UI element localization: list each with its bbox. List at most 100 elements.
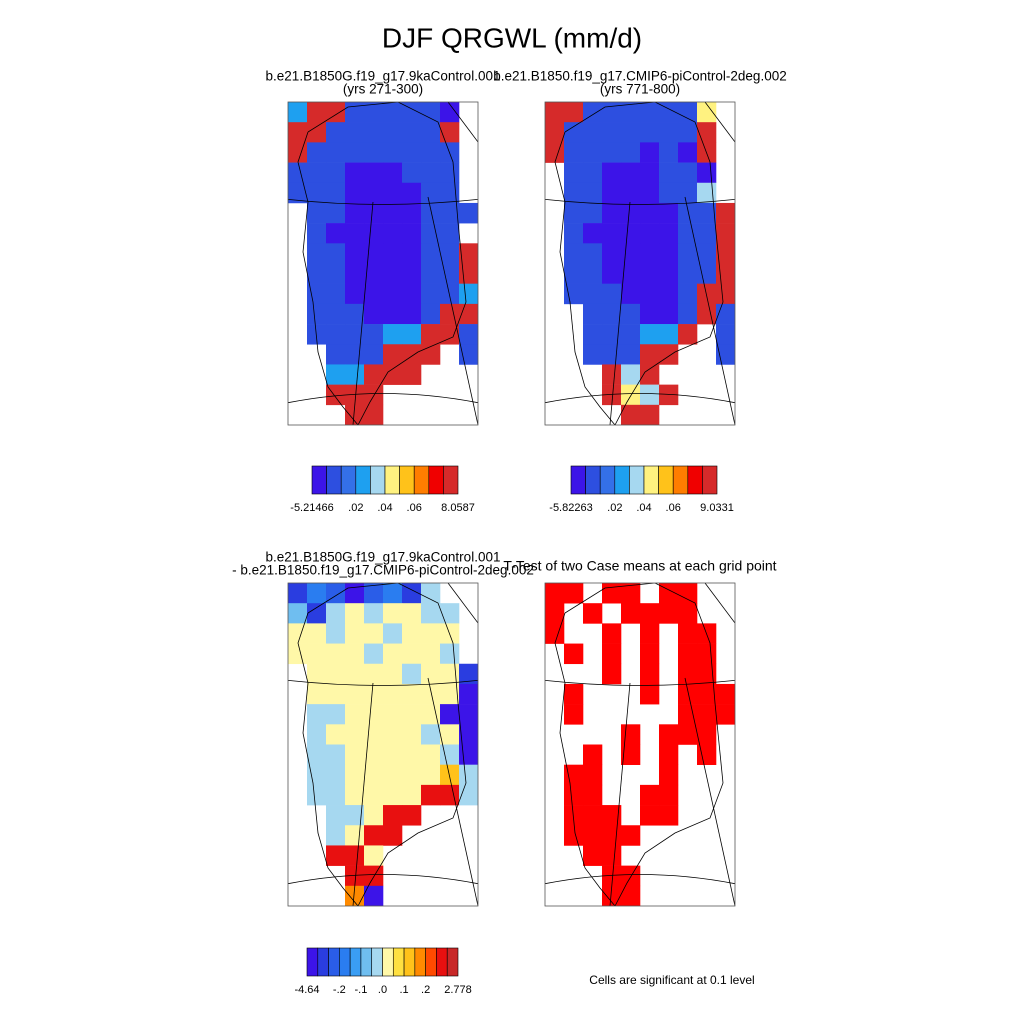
grid-cell <box>621 885 641 906</box>
colorbar-box <box>371 947 383 977</box>
grid-cell <box>364 162 384 184</box>
grid-cell <box>640 162 660 184</box>
map-panel <box>288 102 478 425</box>
grid-cell <box>326 825 346 846</box>
grid-cell <box>326 724 346 745</box>
grid-cell <box>440 122 460 143</box>
grid-cell <box>697 182 717 204</box>
grid-cell <box>583 263 603 284</box>
grid-cell <box>326 764 346 786</box>
colorbar-box <box>355 465 371 495</box>
coastline <box>554 583 724 906</box>
colorbar-box <box>317 947 329 977</box>
colorbar-box <box>702 465 718 495</box>
grid-cell <box>697 223 717 244</box>
grid-cell <box>383 663 403 685</box>
grid-cell <box>383 744 403 765</box>
grid-cell <box>307 643 327 665</box>
grid-cell <box>564 683 584 705</box>
grid-cell <box>326 223 346 244</box>
colorbar-label: -.2 <box>333 984 346 996</box>
grid-cell <box>345 142 365 163</box>
grid-cell <box>383 102 403 123</box>
grid-cell <box>402 364 422 385</box>
grid-cell <box>621 603 641 624</box>
grid-cell <box>421 303 441 325</box>
grid-cell <box>564 764 584 786</box>
grid-cell <box>364 384 384 406</box>
colorbar-box <box>414 947 426 977</box>
grid-cell <box>602 162 622 184</box>
grid-cell <box>564 122 584 143</box>
grid-cell <box>583 764 603 786</box>
grid-cell <box>421 623 441 644</box>
colorbar-label: .02 <box>607 502 622 514</box>
grid-cell <box>364 243 384 264</box>
grid-cell <box>326 784 346 806</box>
meridian <box>704 583 735 624</box>
grid-cell <box>459 202 478 224</box>
grid-cell <box>421 583 441 604</box>
grid-cell <box>602 283 622 305</box>
grid-cell <box>364 344 384 365</box>
grid-cell <box>440 663 460 685</box>
grid-cell <box>678 182 698 204</box>
grid-cell <box>421 202 441 224</box>
grid-cell <box>402 344 422 365</box>
grid-cell <box>383 805 403 826</box>
grid-cell <box>545 603 565 624</box>
grid-cell <box>602 805 622 826</box>
grid-cell <box>364 805 384 826</box>
colorbar-label: -5.21466 <box>290 502 333 514</box>
colorbar-box <box>403 947 416 977</box>
grid-cell <box>345 885 365 906</box>
grid-cell <box>640 122 660 143</box>
grid-cell <box>364 182 384 204</box>
grid-cell <box>421 744 441 765</box>
grid-cell <box>640 283 660 305</box>
grid-cell <box>402 142 422 163</box>
colorbar-label: .0 <box>378 984 387 996</box>
grid-cell <box>716 324 735 345</box>
grid-cell <box>364 583 384 604</box>
colorbar-box <box>443 465 459 495</box>
grid-cell <box>602 364 622 385</box>
colorbar-box <box>643 465 659 495</box>
grid-cell <box>288 102 308 123</box>
grid-cell <box>345 663 365 685</box>
colorbar-box <box>672 465 689 495</box>
grid-cell <box>545 122 565 143</box>
grid-cell <box>621 263 641 284</box>
panel-frame <box>544 582 736 907</box>
grid-cell <box>697 102 717 123</box>
grid-cell <box>421 142 441 163</box>
colorbar-box <box>599 465 616 495</box>
colorbar-label: 9.0331 <box>700 502 734 514</box>
grid-cell <box>621 162 641 184</box>
map-panel <box>288 583 478 906</box>
grid-cell <box>716 283 735 305</box>
grid-cell <box>364 142 384 163</box>
colorbar-label: .04 <box>377 502 392 514</box>
colorbar-box <box>328 947 340 977</box>
grid-cell <box>697 263 717 284</box>
grid-cell <box>640 263 660 284</box>
colorbar-box <box>629 465 645 495</box>
grid-cell <box>307 243 327 264</box>
panel-title: - b.e21.B1850.f19_g17.CMIP6-piControl-2d… <box>232 563 534 578</box>
grid-cell <box>659 744 679 765</box>
grid-cell <box>421 724 441 745</box>
panel-frame <box>287 582 479 907</box>
grid-cell <box>440 603 460 624</box>
grid-cell <box>659 182 679 204</box>
grid-cell <box>326 805 346 826</box>
grid-cell <box>364 683 384 705</box>
grid-cell <box>678 122 698 143</box>
grid-cell <box>345 364 365 385</box>
grid-cell <box>716 243 735 264</box>
grid-cell <box>421 223 441 244</box>
grid-cell <box>564 243 584 264</box>
grid-cell <box>345 724 365 745</box>
grid-cell <box>402 263 422 284</box>
grid-cell <box>621 102 641 123</box>
